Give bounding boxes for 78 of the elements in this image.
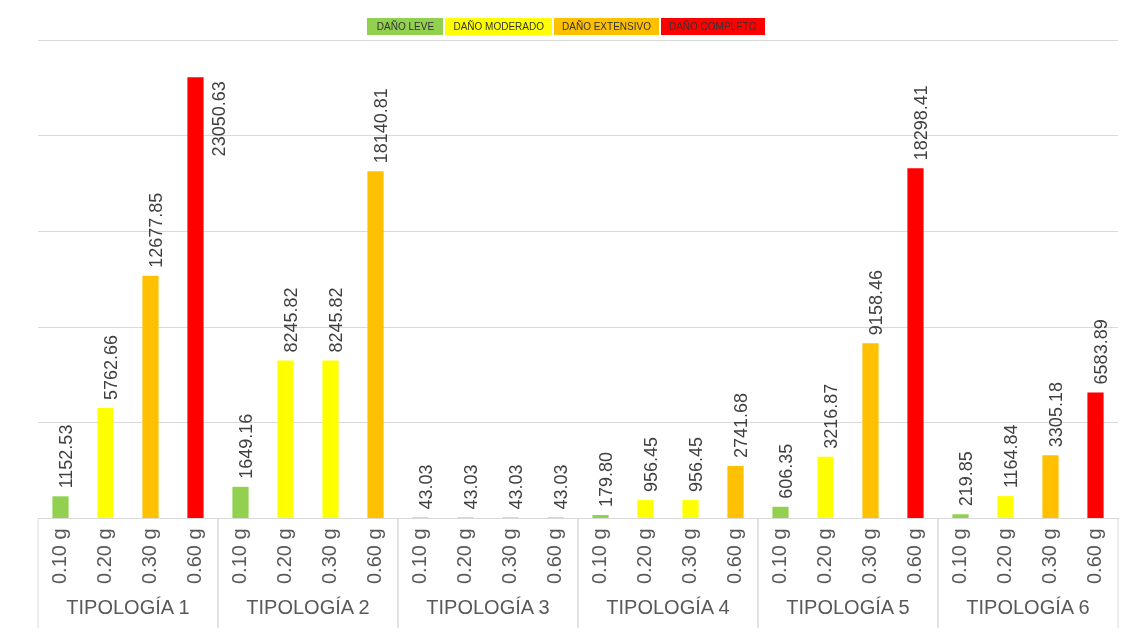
data-label: 5762.66: [101, 335, 122, 401]
data-label: 8245.82: [326, 287, 347, 353]
data-label: 43.03: [461, 464, 482, 510]
x-tick-label: 0.60 g: [723, 528, 746, 584]
data-label: 606.35: [776, 443, 797, 499]
x-tick-label: 0.20 g: [453, 528, 476, 584]
x-tick-label: 0.10 g: [588, 528, 611, 584]
bar: [727, 465, 744, 518]
data-label: 956.45: [641, 437, 662, 493]
text: TIPOLOGÍA 1: [66, 595, 190, 618]
data-label: 1164.84: [1001, 424, 1022, 489]
x-tick-label: 0.20 g: [93, 528, 116, 584]
bar: [367, 171, 384, 518]
data-label: 12677.85: [146, 192, 167, 268]
data-label: 956.45: [686, 437, 707, 493]
bar: [1042, 455, 1059, 518]
x-tick-label: 0.10 g: [48, 528, 71, 584]
data-label: 6583.89: [1091, 319, 1112, 385]
bar: [52, 496, 69, 518]
data-label: 3216.87: [821, 383, 842, 449]
text: TIPOLOGÍA 4: [606, 595, 730, 618]
data-label: 3305.18: [1046, 382, 1067, 448]
bar: [997, 496, 1014, 518]
data-label: 9158.46: [866, 270, 887, 336]
data-label: 43.03: [551, 464, 572, 510]
data-label: 23050.63: [208, 81, 229, 157]
x-tick-label: 0.10 g: [948, 528, 971, 584]
data-label: 18140.81: [371, 88, 392, 164]
x-tick-label: 0.30 g: [498, 528, 521, 584]
bar: [187, 77, 204, 518]
data-label: 1649.16: [236, 413, 257, 479]
x-tick-label: 0.10 g: [228, 528, 251, 584]
data-label: 2741.68: [731, 392, 752, 458]
x-tick-label: 0.60 g: [543, 528, 566, 584]
text: DAÑO LEVE: [367, 18, 444, 35]
bar: [322, 360, 339, 518]
x-tick-label: 0.60 g: [1083, 528, 1106, 584]
data-label: 219.85: [956, 451, 977, 507]
bar: [142, 275, 159, 518]
text: TIPOLOGÍA 2: [246, 595, 370, 618]
bar: [97, 408, 114, 518]
data-label: 8245.82: [281, 287, 302, 353]
bar: [907, 168, 924, 518]
x-tick-label: 0.20 g: [273, 528, 296, 584]
x-tick-label: 0.60 g: [183, 528, 206, 584]
x-tick-label: 0.60 g: [363, 528, 386, 584]
text: DAÑO EXTENSIVO: [554, 18, 659, 35]
x-tick-label: 0.20 g: [633, 528, 656, 584]
text: DAÑO MODERADO: [445, 18, 553, 35]
data-label: 1152.53: [56, 424, 77, 489]
bar: [952, 514, 969, 518]
bar: [592, 514, 609, 518]
bar: [817, 456, 834, 518]
text: TIPOLOGÍA 6: [966, 595, 1090, 618]
text: DAÑO COMPLETO: [660, 18, 765, 35]
x-tick-label: 0.30 g: [318, 528, 341, 584]
bar: [232, 486, 249, 518]
x-tick-label: 0.30 g: [678, 528, 701, 584]
bar: [862, 343, 879, 518]
data-label: 18298.41: [911, 85, 932, 161]
x-tick-label: 0.20 g: [813, 528, 836, 584]
bar: [682, 500, 699, 518]
text: TIPOLOGÍA 5: [786, 595, 910, 618]
x-tick-label: 0.60 g: [903, 528, 926, 584]
text: TIPOLOGÍA 3: [426, 595, 550, 618]
bar: [1087, 392, 1104, 518]
data-label: 43.03: [506, 464, 527, 510]
data-label: 179.80: [596, 451, 617, 507]
x-tick-label: 0.30 g: [138, 528, 161, 584]
bar: [637, 500, 654, 518]
data-label: 43.03: [416, 464, 437, 510]
x-tick-label: 0.10 g: [768, 528, 791, 584]
bar: [277, 360, 294, 518]
bar: [772, 506, 789, 518]
x-tick-label: 0.30 g: [1038, 528, 1061, 584]
x-tick-label: 0.10 g: [408, 528, 431, 584]
x-tick-label: 0.20 g: [993, 528, 1016, 584]
x-tick-label: 0.30 g: [858, 528, 881, 584]
